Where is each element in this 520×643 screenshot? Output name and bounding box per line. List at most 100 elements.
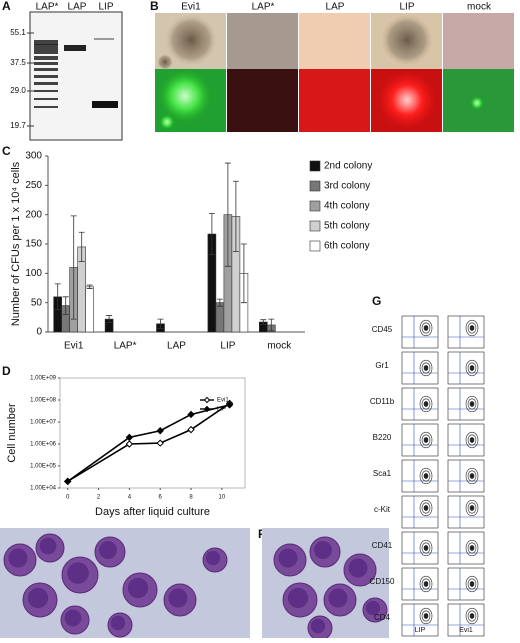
column-label: LIP — [415, 627, 426, 634]
y-tick-label: 250 — [25, 180, 42, 191]
contour — [465, 575, 479, 593]
legend-swatch — [309, 200, 321, 212]
fluorescence — [299, 69, 370, 132]
contour — [419, 575, 433, 593]
contour — [467, 470, 477, 482]
contour — [421, 398, 431, 410]
error-bar — [240, 243, 247, 304]
contour — [423, 401, 429, 407]
colony — [157, 54, 173, 70]
column-label: Evi1 — [459, 627, 473, 634]
band — [92, 101, 118, 108]
panel-label: F — [258, 527, 265, 541]
contour — [423, 545, 429, 551]
contour — [467, 434, 477, 446]
contour — [419, 467, 433, 485]
column-label: LAP* — [252, 2, 275, 13]
colony — [165, 14, 217, 66]
contour — [423, 437, 429, 443]
column-label: LIP — [399, 2, 414, 13]
y-tick-label: 1.00E+05 — [30, 464, 57, 470]
contour — [467, 610, 477, 622]
lane-label: LAP — [68, 2, 87, 13]
flow-plot — [401, 315, 439, 349]
marker — [156, 427, 164, 435]
error-bar — [78, 231, 85, 262]
legend-marker — [203, 405, 211, 413]
band — [34, 49, 58, 54]
contour — [465, 499, 479, 517]
column-label: Evi1 — [181, 2, 201, 13]
nucleus — [127, 577, 149, 599]
marker-label: 55.1 — [10, 28, 26, 37]
contour — [469, 581, 475, 587]
nucleus — [205, 550, 221, 566]
flow-plot — [401, 603, 439, 637]
error-bar — [216, 298, 223, 307]
y-tick-label: 1.00E+04 — [30, 486, 57, 492]
contour — [467, 362, 477, 374]
micrograph — [299, 13, 370, 69]
y-tick-label: 150 — [25, 239, 42, 250]
contour — [465, 607, 479, 625]
error-bar — [70, 215, 77, 320]
nucleus — [99, 541, 117, 559]
marker — [187, 425, 195, 434]
marker — [225, 401, 234, 409]
contour — [465, 359, 479, 377]
contour — [469, 613, 475, 619]
nucleus — [328, 588, 348, 608]
contour — [423, 613, 429, 619]
glow — [377, 70, 437, 130]
plot-frame — [59, 377, 246, 489]
x-tick-label: 0 — [66, 495, 70, 501]
flow-plot — [447, 603, 485, 637]
legend-label: 3rd colony — [324, 181, 370, 192]
marker-label: Gr1 — [375, 361, 389, 370]
marker-label: CD150 — [370, 577, 395, 586]
contour — [419, 499, 433, 517]
lane-label: LAP* — [36, 2, 59, 13]
column-label: mock — [467, 2, 492, 13]
panel-label: A — [2, 0, 11, 13]
nucleus — [365, 600, 381, 616]
legend-swatch — [309, 160, 321, 172]
y-axis-label: Number of CFUs per 1 x 10⁴ cells — [10, 161, 22, 326]
contour — [419, 359, 433, 377]
contour — [467, 322, 477, 334]
fluorescence — [227, 69, 298, 132]
contour — [419, 395, 433, 413]
y-tick-label: 1.00E+09 — [30, 376, 57, 382]
line — [67, 402, 231, 483]
band — [64, 45, 86, 51]
marker — [125, 440, 134, 448]
legend-label: LIP — [217, 407, 226, 413]
y-tick-label: 0 — [36, 327, 42, 338]
legend-label: 4th colony — [324, 201, 370, 212]
micrograph — [443, 13, 514, 69]
band — [34, 44, 58, 49]
y-tick-label: 300 — [25, 151, 42, 162]
band — [34, 68, 58, 71]
error-bar — [54, 283, 61, 311]
band — [34, 98, 58, 100]
x-tick-label: LAP* — [114, 341, 137, 352]
flow-plot — [447, 495, 485, 529]
contour — [423, 505, 429, 511]
band — [34, 75, 58, 78]
legend-label: 5th colony — [324, 221, 370, 232]
legend-marker — [203, 396, 211, 404]
x-tick-label: mock — [267, 341, 292, 352]
x-tick-label: Evi1 — [64, 341, 84, 352]
nucleus — [8, 548, 28, 568]
contour — [419, 431, 433, 449]
contour — [421, 362, 431, 374]
contour — [421, 322, 431, 334]
nucleus — [348, 558, 368, 578]
marker — [64, 477, 72, 486]
x-tick-label: LAP — [167, 341, 186, 352]
nucleus — [39, 537, 57, 555]
band — [34, 90, 58, 92]
contour — [421, 434, 431, 446]
